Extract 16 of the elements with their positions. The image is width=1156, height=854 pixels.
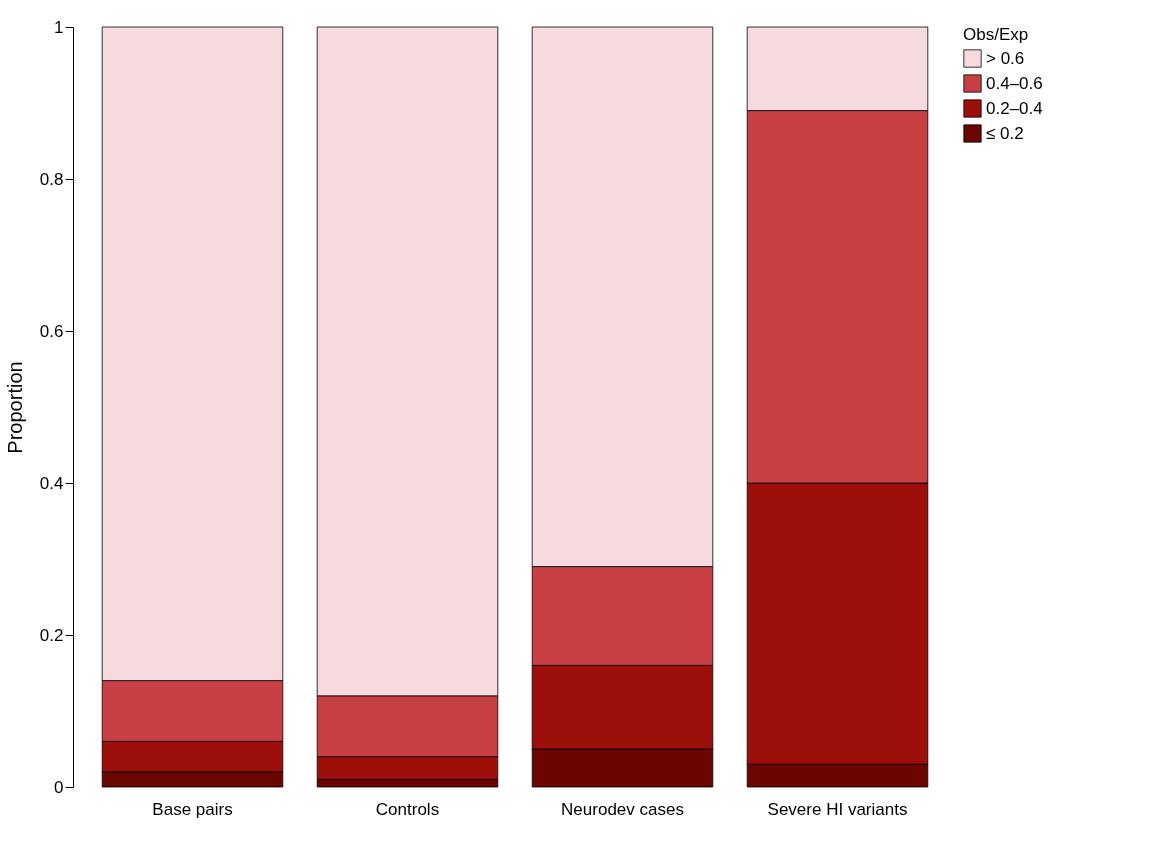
- y-tick-label: 0.8: [39, 169, 64, 189]
- y-tick-label: 1: [54, 17, 64, 37]
- legend-label: ≤ 0.2: [986, 123, 1024, 143]
- y-tick-label: 0.2: [39, 625, 64, 645]
- x-tick-label: Severe HI variants: [767, 799, 908, 819]
- y-tick-label: 0.6: [39, 321, 64, 341]
- legend-label: 0.2–0.4: [986, 98, 1043, 118]
- legend-label: 0.4–0.6: [986, 73, 1043, 93]
- x-tick-label: Base pairs: [152, 799, 233, 819]
- legend-label: > 0.6: [986, 48, 1025, 68]
- legend-title: Obs/Exp: [963, 25, 1029, 44]
- x-tick-label: Neurodev cases: [561, 799, 684, 819]
- y-tick-label: 0.4: [39, 473, 64, 493]
- y-axis-title: Proportion: [3, 361, 26, 454]
- x-tick-label: Controls: [375, 799, 440, 819]
- y-tick-label: 0: [54, 777, 64, 797]
